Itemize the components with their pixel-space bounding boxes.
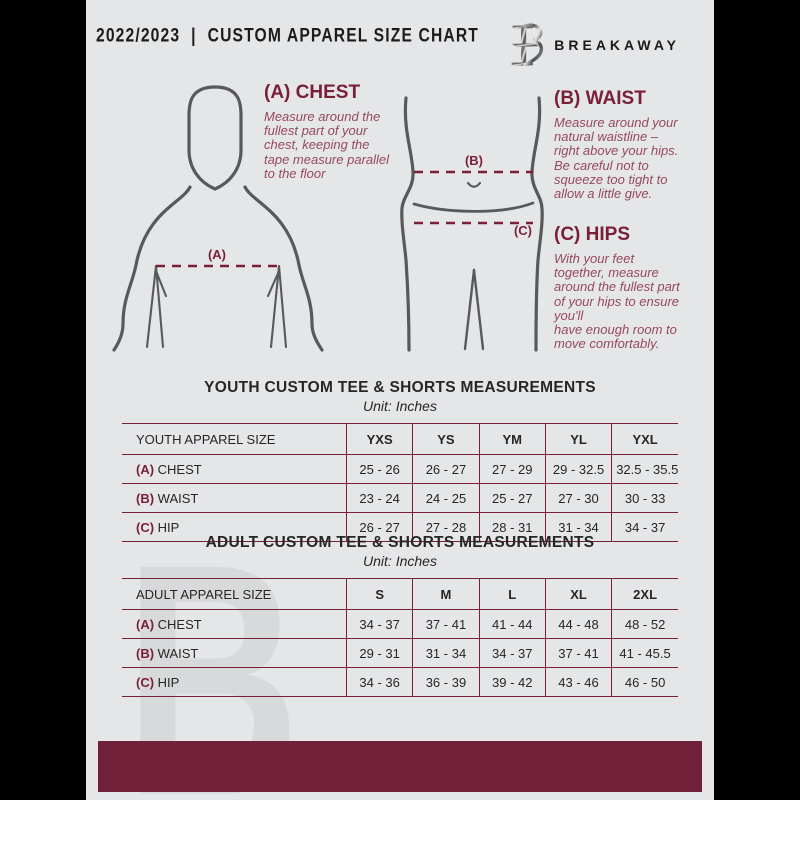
svg-text:(C): (C) bbox=[514, 223, 532, 238]
svg-text:(B): (B) bbox=[465, 153, 483, 168]
